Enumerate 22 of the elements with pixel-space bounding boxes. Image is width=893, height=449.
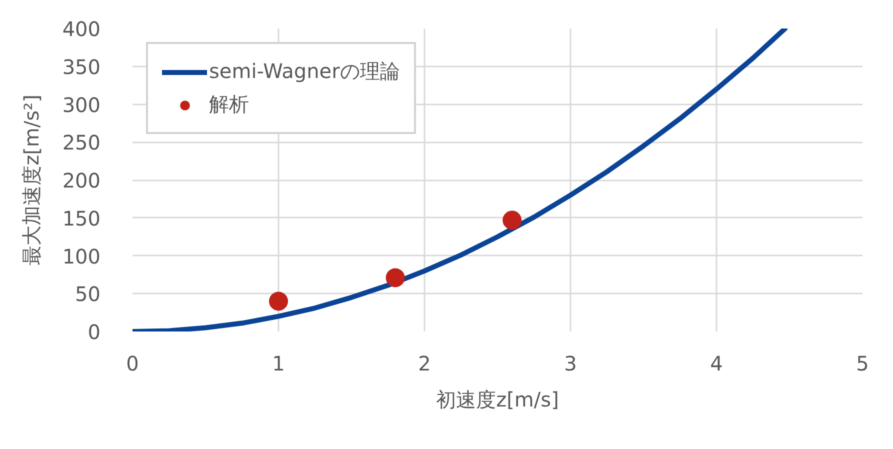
legend-label: 解析 (209, 91, 249, 118)
x-tick-label: 5 (856, 352, 869, 376)
y-tick-label: 250 (62, 130, 101, 155)
x-tick-label: 2 (418, 352, 431, 376)
legend-label: semi-Wagnerの理論 (209, 58, 400, 85)
y-tick-label: 50 (75, 282, 101, 306)
y-tick-label: 0 (88, 320, 101, 344)
y-tick-label: 350 (62, 54, 101, 79)
x-tick-label: 3 (564, 352, 577, 376)
x-tick-label: 1 (272, 352, 285, 376)
point (386, 268, 405, 288)
point (502, 210, 522, 230)
y-tick-label: 100 (62, 244, 101, 268)
y-axis-title: 最大加速度z[m/s²] (19, 94, 44, 266)
y-tick-label: 150 (62, 206, 101, 230)
point (269, 292, 288, 311)
x-axis-title: 初速度z[m/s] (436, 388, 559, 412)
y-tick-label: 400 (62, 17, 101, 41)
y-tick-label: 200 (62, 168, 101, 192)
y-tick-label: 300 (62, 92, 101, 117)
x-tick-label: 0 (126, 352, 139, 376)
x-tick-label: 4 (710, 352, 723, 376)
